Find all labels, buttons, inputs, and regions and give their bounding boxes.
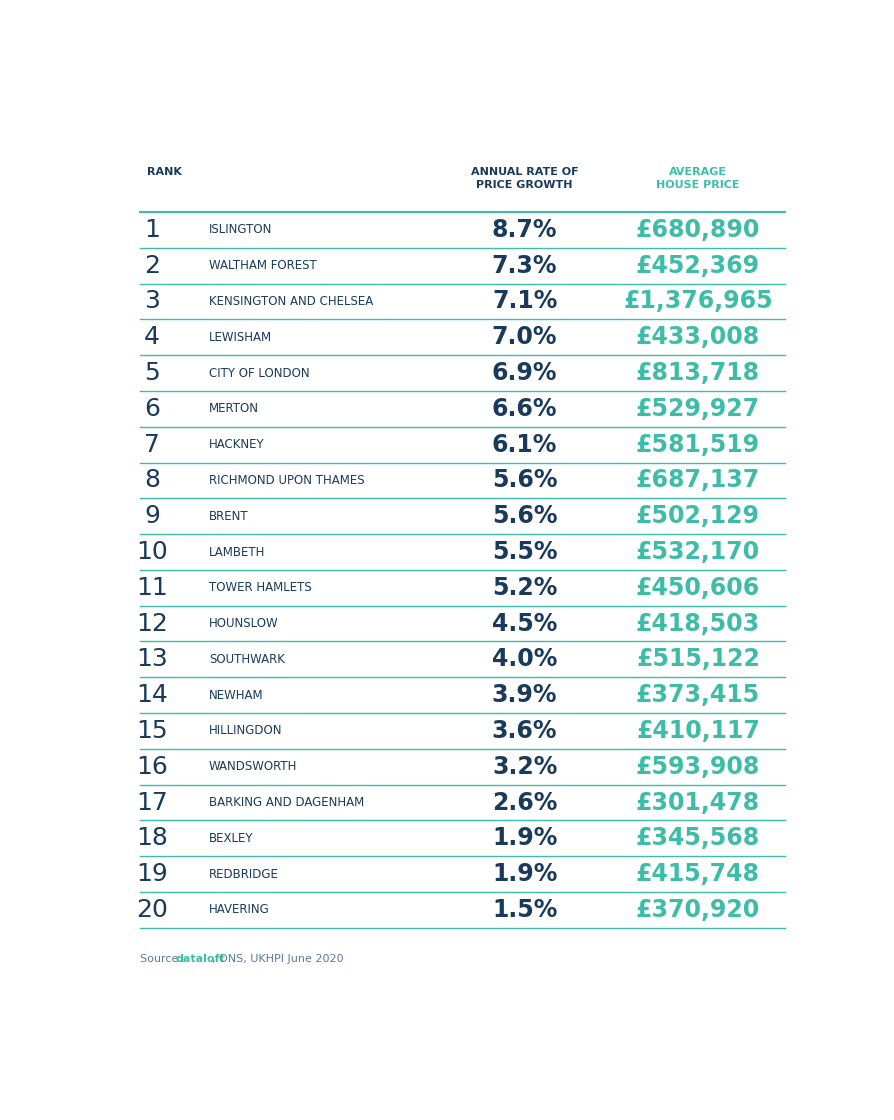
Text: 5.6%: 5.6% (492, 504, 557, 529)
Text: 13: 13 (136, 647, 168, 671)
Text: LEWISHAM: LEWISHAM (208, 330, 272, 344)
Text: ISLINGTON: ISLINGTON (208, 223, 272, 236)
Text: £450,606: £450,606 (635, 576, 759, 600)
Text: £813,718: £813,718 (636, 361, 759, 385)
Text: 3.6%: 3.6% (492, 719, 557, 743)
Text: ANNUAL RATE OF
PRICE GROWTH: ANNUAL RATE OF PRICE GROWTH (470, 167, 578, 190)
Text: 12: 12 (136, 612, 168, 635)
Text: BRENT: BRENT (208, 510, 249, 523)
Text: HILLINGDON: HILLINGDON (208, 725, 283, 737)
Text: 4: 4 (144, 325, 160, 349)
Text: HACKNEY: HACKNEY (208, 438, 265, 451)
Text: CITY OF LONDON: CITY OF LONDON (208, 366, 309, 380)
Text: 1.9%: 1.9% (492, 827, 557, 850)
Text: RANK: RANK (147, 167, 181, 177)
Text: 5.2%: 5.2% (492, 576, 557, 600)
Text: TOWER HAMLETS: TOWER HAMLETS (208, 581, 311, 595)
Text: 9: 9 (144, 504, 160, 529)
Text: dataloft: dataloft (175, 954, 225, 964)
Text: £687,137: £687,137 (635, 468, 759, 493)
Text: 2.6%: 2.6% (492, 791, 557, 814)
Text: 6.9%: 6.9% (492, 361, 557, 385)
Text: 5: 5 (144, 361, 160, 385)
Text: NEWHAM: NEWHAM (208, 689, 264, 701)
Text: £345,568: £345,568 (635, 827, 759, 850)
Text: £415,748: £415,748 (636, 862, 759, 886)
Text: WALTHAM FOREST: WALTHAM FOREST (208, 259, 316, 272)
Text: BEXLEY: BEXLEY (208, 832, 253, 844)
Text: 6.6%: 6.6% (492, 396, 557, 421)
Text: £418,503: £418,503 (636, 612, 759, 635)
Text: £532,170: £532,170 (636, 540, 759, 564)
Text: £515,122: £515,122 (636, 647, 759, 671)
Text: AVERAGE
HOUSE PRICE: AVERAGE HOUSE PRICE (655, 167, 739, 190)
Text: £502,129: £502,129 (636, 504, 759, 529)
Text: £529,927: £529,927 (636, 396, 759, 421)
Text: BARKING AND DAGENHAM: BARKING AND DAGENHAM (208, 796, 364, 809)
Text: 6.1%: 6.1% (492, 432, 557, 457)
Text: , ONS, UKHPI June 2020: , ONS, UKHPI June 2020 (212, 954, 343, 964)
Text: 16: 16 (136, 755, 168, 778)
Text: £680,890: £680,890 (635, 218, 759, 242)
Text: £1,376,965: £1,376,965 (622, 289, 772, 314)
Text: RICHMOND UPON THAMES: RICHMOND UPON THAMES (208, 474, 364, 487)
Text: 3.9%: 3.9% (492, 683, 557, 707)
Text: 3.2%: 3.2% (492, 755, 557, 778)
Text: £301,478: £301,478 (636, 791, 759, 814)
Text: KENSINGTON AND CHELSEA: KENSINGTON AND CHELSEA (208, 295, 373, 308)
Text: 2: 2 (144, 254, 160, 278)
Text: 18: 18 (136, 827, 168, 850)
Text: 7: 7 (144, 432, 160, 457)
Text: 8: 8 (144, 468, 160, 493)
Text: 1: 1 (144, 218, 160, 242)
Text: 3: 3 (144, 289, 160, 314)
Text: 10: 10 (136, 540, 168, 564)
Text: 7.0%: 7.0% (492, 325, 557, 349)
Text: 15: 15 (136, 719, 168, 743)
Text: £593,908: £593,908 (635, 755, 759, 778)
Text: WANDSWORTH: WANDSWORTH (208, 760, 297, 773)
Text: 1.9%: 1.9% (492, 862, 557, 886)
Text: Source:: Source: (139, 954, 185, 964)
Text: £373,415: £373,415 (636, 683, 759, 707)
Text: 1.5%: 1.5% (492, 898, 557, 922)
Text: MERTON: MERTON (208, 402, 258, 416)
Text: 4.0%: 4.0% (492, 647, 557, 671)
Text: 7.1%: 7.1% (492, 289, 557, 314)
Text: SOUTHWARK: SOUTHWARK (208, 653, 284, 666)
Text: 4.5%: 4.5% (492, 612, 557, 635)
Text: 5.5%: 5.5% (492, 540, 557, 564)
Text: 11: 11 (136, 576, 168, 600)
Text: 8.7%: 8.7% (492, 218, 557, 242)
Text: 5.6%: 5.6% (492, 468, 557, 493)
Text: REDBRIDGE: REDBRIDGE (208, 868, 279, 880)
Text: 14: 14 (136, 683, 168, 707)
Text: £410,117: £410,117 (636, 719, 759, 743)
Text: £581,519: £581,519 (636, 432, 759, 457)
Text: LAMBETH: LAMBETH (208, 545, 265, 559)
Text: 7.3%: 7.3% (492, 254, 557, 278)
Text: £452,369: £452,369 (636, 254, 759, 278)
Text: £370,920: £370,920 (635, 898, 759, 922)
Text: HAVERING: HAVERING (208, 904, 269, 916)
Text: 6: 6 (144, 396, 160, 421)
Text: 19: 19 (136, 862, 168, 886)
Text: 17: 17 (136, 791, 168, 814)
Text: HOUNSLOW: HOUNSLOW (208, 617, 278, 631)
Text: 20: 20 (136, 898, 168, 922)
Text: £433,008: £433,008 (635, 325, 759, 349)
